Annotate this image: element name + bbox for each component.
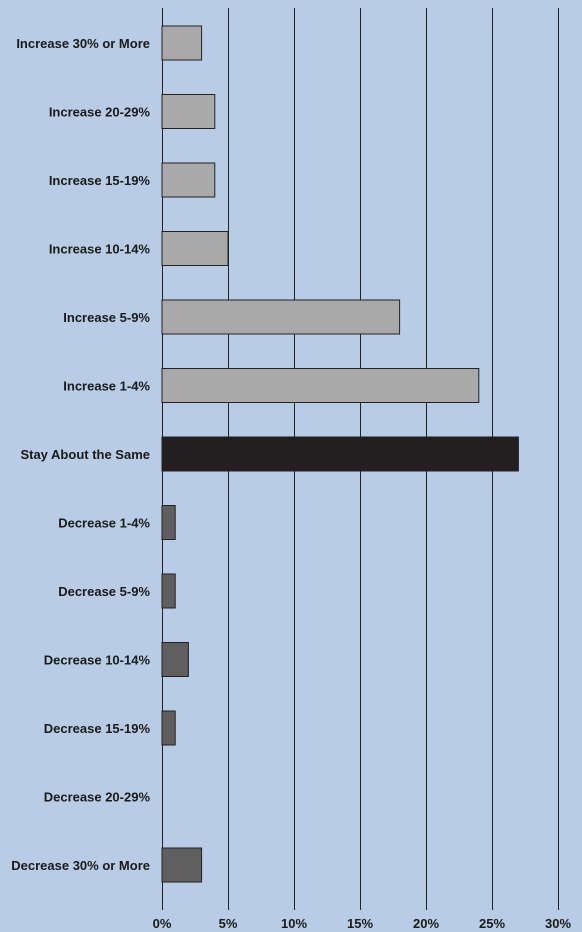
- x-tick-label: 30%: [545, 916, 571, 931]
- x-tick-label: 0%: [153, 916, 172, 931]
- category-label: Increase 10-14%: [49, 242, 151, 257]
- bar-increase-30-or-more: [161, 25, 203, 61]
- x-axis-tick-labels: 0% 5% 10% 15% 20% 25% 30%: [153, 916, 572, 931]
- category-label: Decrease 30% or More: [11, 858, 150, 873]
- category-label: Decrease 10-14%: [44, 653, 151, 668]
- bar-increase-5-9-: [161, 299, 401, 335]
- category-label: Increase 20-29%: [49, 105, 151, 120]
- category-label: Increase 5-9%: [63, 310, 150, 325]
- bar-stay-about-the-same: [161, 436, 519, 472]
- category-label: Increase 15-19%: [49, 173, 151, 188]
- category-label: Decrease 5-9%: [58, 584, 150, 599]
- bars: [161, 25, 519, 883]
- category-label: Stay About the Same: [20, 447, 150, 462]
- x-tick-label: 5%: [219, 916, 238, 931]
- x-tick-label: 25%: [479, 916, 505, 931]
- bar-decrease-5-9-: [161, 573, 176, 609]
- x-tick-label: 10%: [281, 916, 307, 931]
- bar-decrease-10-14-: [161, 642, 189, 677]
- x-tick-label: 15%: [347, 916, 373, 931]
- category-label: Decrease 15-19%: [44, 721, 151, 736]
- x-tick-label: 20%: [413, 916, 439, 931]
- category-label: Increase 30% or More: [16, 36, 150, 51]
- bar-decrease-1-4-: [161, 505, 176, 540]
- category-label: Decrease 1-4%: [58, 516, 150, 531]
- category-labels: Increase 30% or More Increase 20-29% Incre…: [11, 36, 150, 873]
- bar-increase-10-14-: [161, 231, 229, 266]
- category-label: Increase 1-4%: [63, 379, 150, 394]
- bar-decrease-15-19-: [161, 710, 176, 746]
- bar-increase-20-29-: [161, 94, 216, 129]
- bar-decrease-30-or-more: [161, 847, 203, 883]
- bar-increase-1-4-: [161, 368, 480, 403]
- category-label: Decrease 20-29%: [44, 790, 151, 805]
- bar-increase-15-19-: [161, 162, 216, 198]
